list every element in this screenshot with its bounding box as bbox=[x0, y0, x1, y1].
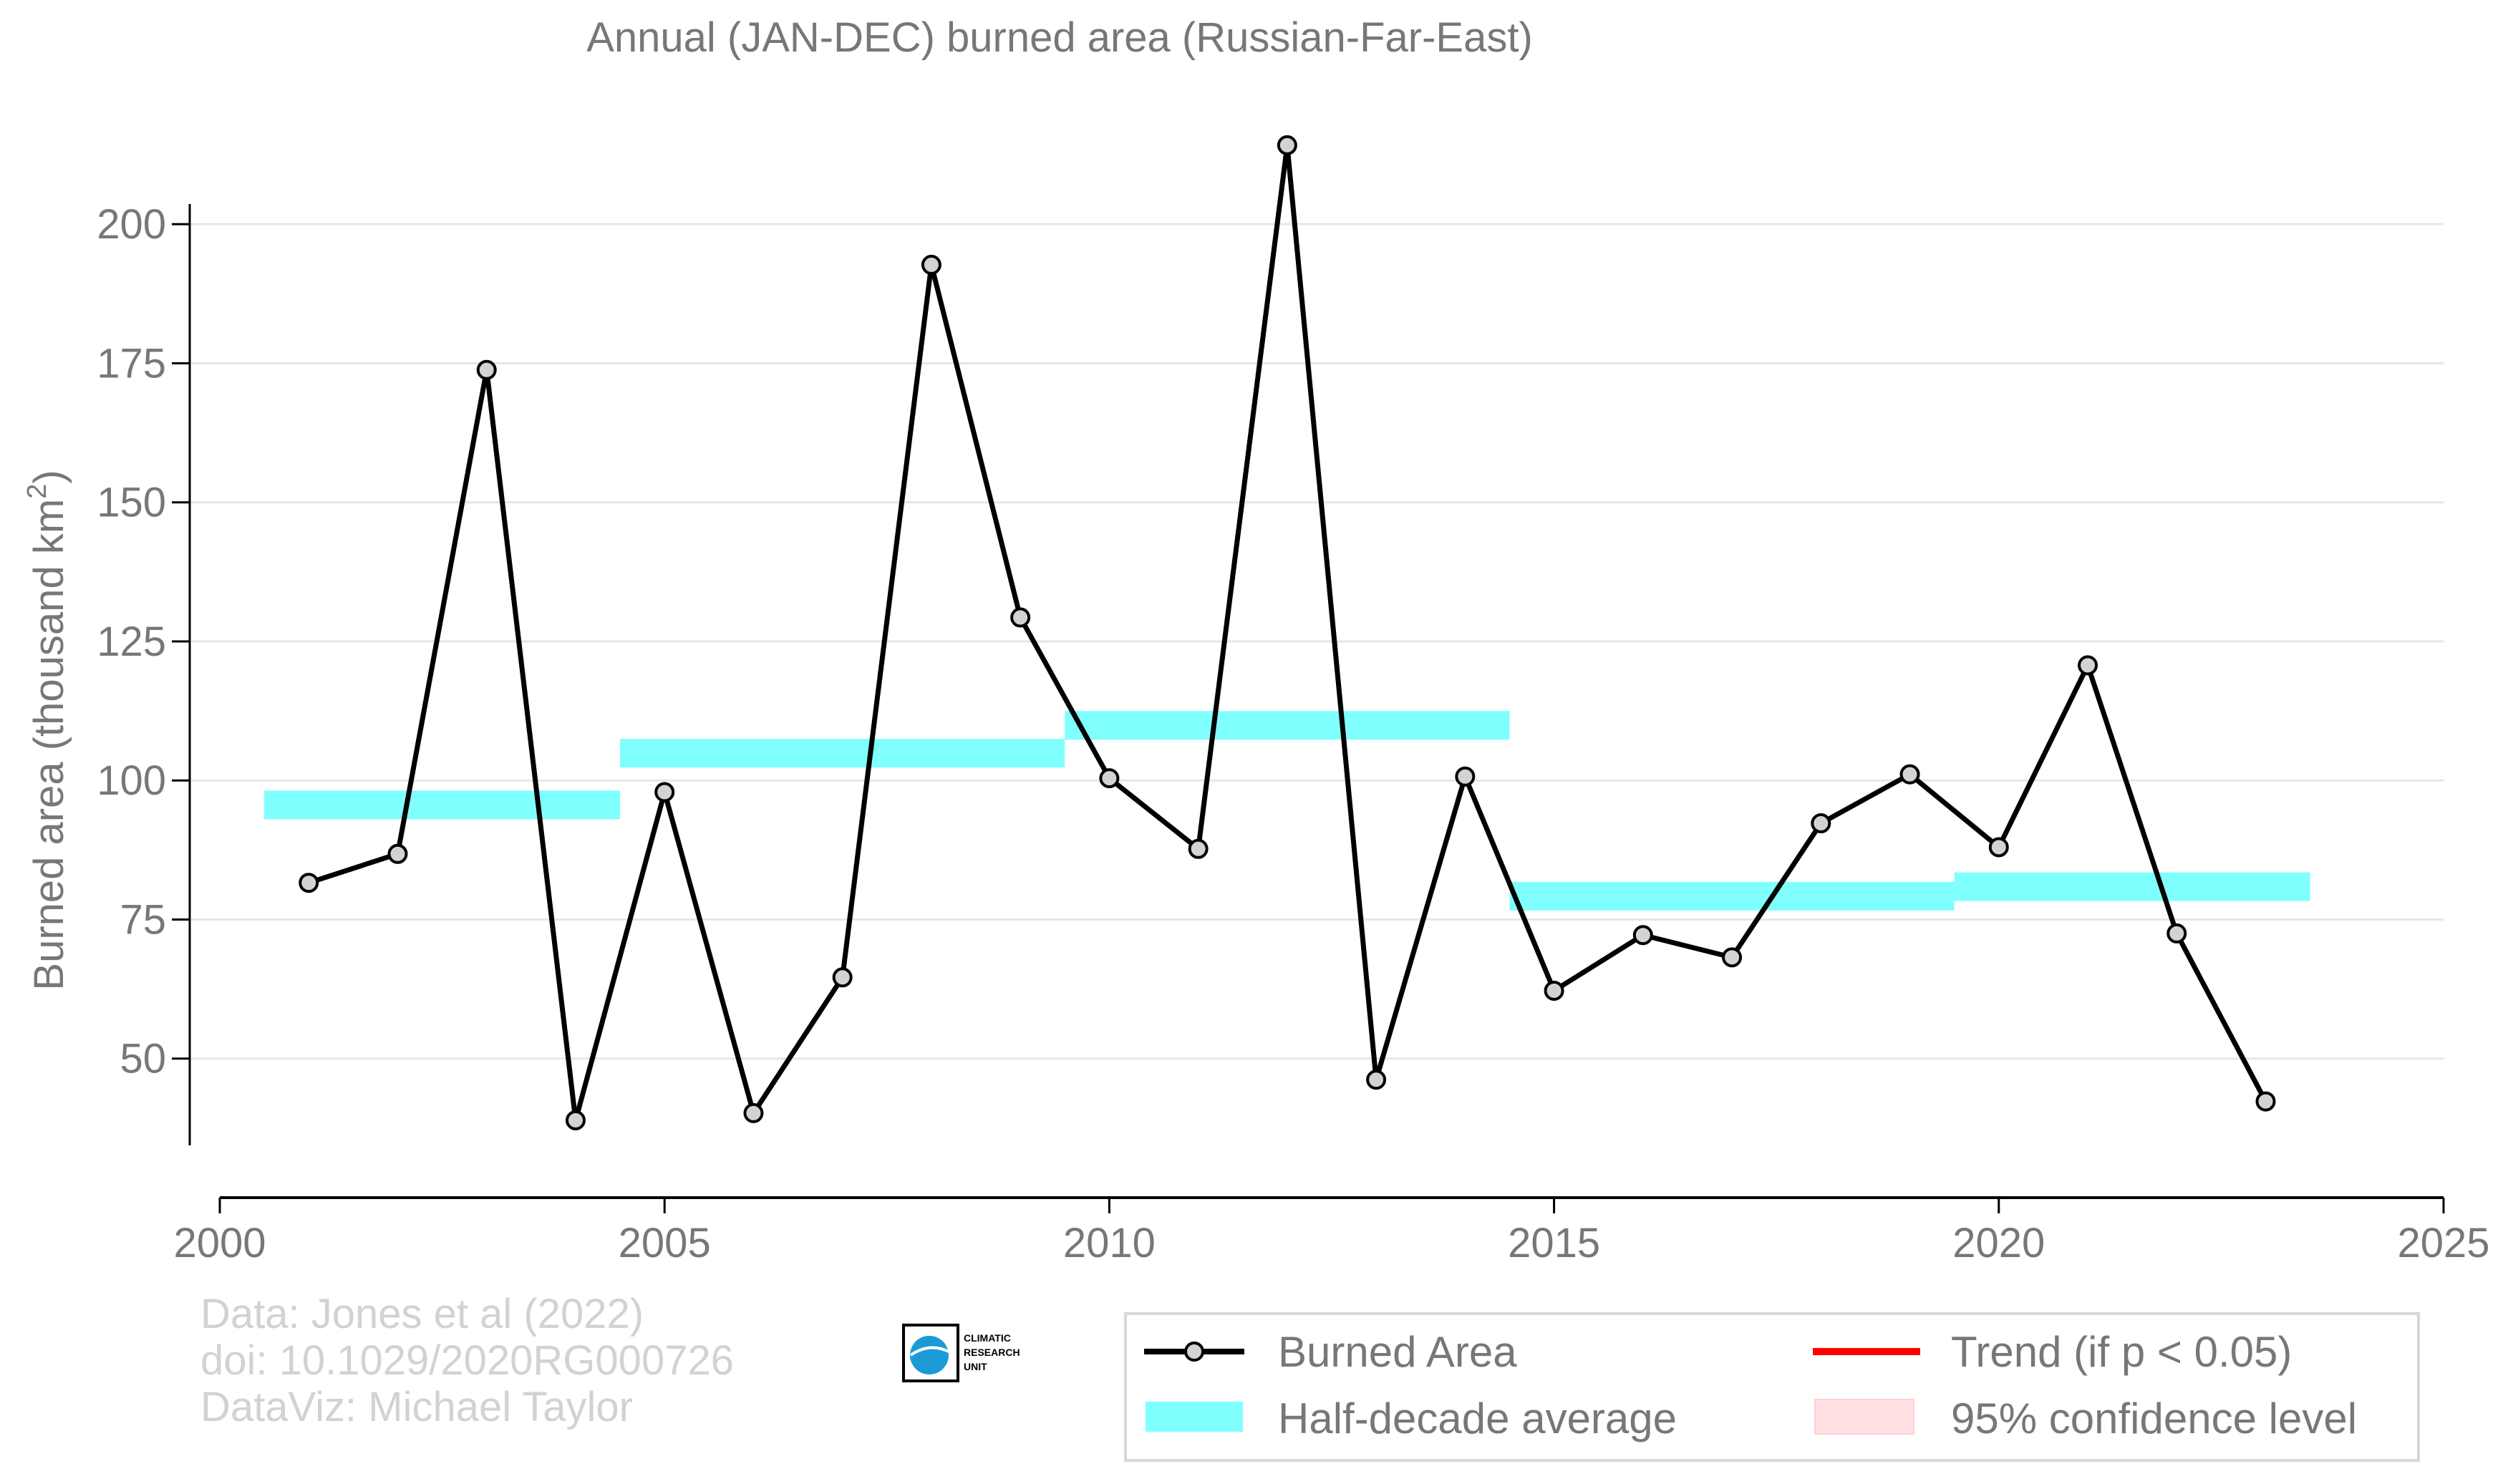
half-decade-band-3 bbox=[1065, 711, 1510, 740]
half-decade-average-bands bbox=[264, 711, 2310, 911]
legend-confidence-swatch bbox=[1814, 1399, 1914, 1435]
burned-area-point-2013 bbox=[1366, 1070, 1387, 1090]
burned-area-point-2020 bbox=[1988, 837, 2009, 858]
cru-logo-text-2: RESEARCH bbox=[964, 1347, 1020, 1358]
x-tick-label-2000: 2000 bbox=[173, 1220, 266, 1266]
y-tick-label-100: 100 bbox=[97, 757, 166, 804]
cru-logo-text-3: UNIT bbox=[964, 1361, 987, 1372]
burned-area-point-2004 bbox=[565, 1110, 586, 1130]
burned-area-point-2005 bbox=[654, 782, 675, 802]
cru-logo: CLIMATIC RESEARCH UNIT bbox=[902, 1324, 1020, 1382]
cru-logo-text-1: CLIMATIC bbox=[964, 1332, 1011, 1344]
y-tick-label-175: 175 bbox=[97, 340, 166, 387]
y-axis-label-text: Burned area (thousand km bbox=[26, 499, 72, 991]
x-tick-label-2015: 2015 bbox=[1508, 1220, 1600, 1266]
burned-area-point-2011 bbox=[1188, 838, 1209, 859]
half-decade-band-2 bbox=[620, 739, 1065, 768]
legend-half-decade-label: Half-decade average bbox=[1278, 1395, 1677, 1442]
x-tick-label-2020: 2020 bbox=[1952, 1220, 2045, 1266]
cru-logo-swoosh-icon bbox=[909, 1346, 949, 1357]
x-tick-label-2005: 2005 bbox=[619, 1220, 711, 1266]
burned-area-point-2010 bbox=[1099, 768, 1120, 789]
y-tick-label-75: 75 bbox=[120, 896, 166, 943]
burned-area-point-2006 bbox=[743, 1102, 764, 1123]
burned-area-point-2008 bbox=[921, 254, 941, 275]
chart-title: Annual (JAN-DEC) burned area (Russian-Fa… bbox=[586, 14, 1533, 61]
grid-lines bbox=[190, 223, 2444, 1060]
burned-area-point-2022 bbox=[2166, 923, 2187, 944]
y-tick-label-50: 50 bbox=[120, 1036, 166, 1082]
legend-burned-area-label: Burned Area bbox=[1278, 1328, 1517, 1376]
half-decade-band-4 bbox=[1509, 881, 1955, 911]
credit-doi: doi: 10.1029/2020RG000726 bbox=[200, 1337, 734, 1384]
y-tick-label-150: 150 bbox=[97, 480, 166, 526]
burned-area-point-2015 bbox=[1544, 980, 1564, 1001]
burned-area-point-2007 bbox=[832, 967, 853, 988]
burned-area-point-2002 bbox=[387, 843, 408, 864]
axes: 50 75 100 125 150 175 200 2000 2005 2010 2015 2020 2… bbox=[97, 201, 2489, 1266]
burned-area-point-2016 bbox=[1632, 925, 1653, 946]
burned-area-point-2017 bbox=[1722, 947, 1743, 968]
burned-area-point-2009 bbox=[1010, 607, 1031, 628]
burned-area-point-2003 bbox=[476, 359, 497, 380]
credit-dataviz: DataViz: Michael Taylor bbox=[200, 1384, 633, 1430]
legend-frame bbox=[1124, 1312, 2420, 1462]
y-tick-label-125: 125 bbox=[97, 619, 166, 665]
legend-half-decade-swatch bbox=[1146, 1402, 1243, 1432]
legend: Burned Area Half-decade average Trend (i… bbox=[1124, 1312, 2420, 1462]
burned-area-point-2021 bbox=[2078, 655, 2098, 676]
credits: Data: Jones et al (2022) doi: 10.1029/20… bbox=[200, 1291, 734, 1430]
cru-logo-globe-icon bbox=[910, 1336, 949, 1374]
burned-area-point-2001 bbox=[299, 873, 319, 893]
x-tick-label-2010: 2010 bbox=[1063, 1220, 1156, 1266]
half-decade-band-1 bbox=[264, 790, 621, 820]
legend-burned-area-marker bbox=[1184, 1342, 1204, 1362]
y-axis-label-superscript: 2 bbox=[22, 484, 52, 499]
burned-area-line bbox=[308, 142, 2268, 1123]
burned-area-point-2023 bbox=[2255, 1091, 2276, 1112]
legend-trend-label: Trend (if p < 0.05) bbox=[1951, 1328, 2292, 1376]
y-axis-label: Burned area (thousand km2) bbox=[22, 470, 72, 990]
x-tick-label-2025: 2025 bbox=[2397, 1220, 2489, 1266]
burned-area-point-2018 bbox=[1811, 813, 1831, 834]
svg-text:Burned area (thousand km2): Burned area (thousand km2) bbox=[22, 470, 72, 990]
y-axis-label-close: ) bbox=[26, 470, 72, 483]
credit-data-source: Data: Jones et al (2022) bbox=[200, 1291, 644, 1337]
burned-area-point-2014 bbox=[1455, 766, 1476, 787]
half-decade-band-5 bbox=[1954, 872, 2310, 901]
legend-confidence-label: 95% confidence level bbox=[1951, 1395, 2357, 1442]
burned-area-series bbox=[299, 135, 2276, 1130]
burned-area-point-2012 bbox=[1277, 135, 1297, 155]
burned-area-point-2019 bbox=[1899, 764, 1920, 785]
y-tick-label-200: 200 bbox=[97, 201, 166, 248]
